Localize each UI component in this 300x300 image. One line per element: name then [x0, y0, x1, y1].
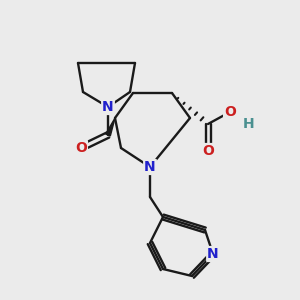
Text: O: O — [202, 144, 214, 158]
Polygon shape — [106, 118, 115, 136]
Text: O: O — [75, 141, 87, 155]
Text: N: N — [207, 247, 219, 261]
Text: O: O — [224, 105, 236, 119]
Text: N: N — [102, 100, 114, 114]
Text: H: H — [243, 117, 255, 131]
Text: N: N — [144, 160, 156, 174]
